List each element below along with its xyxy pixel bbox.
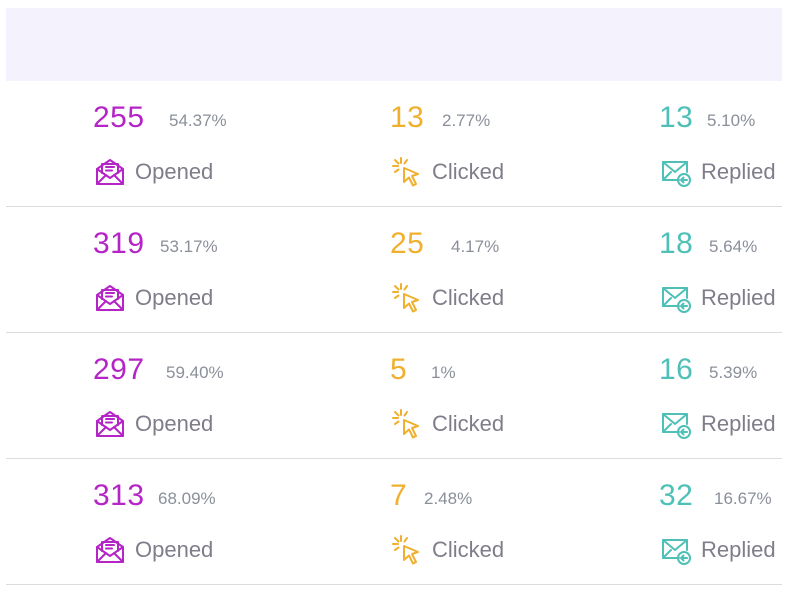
clicked-label: Clicked (432, 285, 505, 310)
replied-count: 32 (659, 479, 694, 512)
clicked-percent: 2.77% (442, 111, 491, 130)
replied-label: Replied (701, 411, 776, 436)
replied-count: 16 (659, 353, 694, 386)
opened-percent: 68.09% (158, 489, 216, 508)
cursor-click-icon (390, 155, 424, 189)
clicked-percent: 2.48% (424, 489, 473, 508)
envelope-reply-icon (659, 533, 693, 567)
campaign-stats-panel: 255 54.37% Opened 13 2.77% Clicked 13 5.… (6, 8, 782, 600)
opened-count: 319 (93, 227, 145, 260)
clicked-percent: 1% (431, 363, 456, 382)
opened-percent: 53.17% (160, 237, 218, 256)
clicked-label: Clicked (432, 159, 505, 184)
replied-label: Replied (701, 285, 776, 310)
clicked-count: 25 (390, 227, 425, 260)
opened-count: 297 (93, 353, 145, 386)
replied-label: Replied (701, 159, 776, 184)
envelope-reply-icon (659, 281, 693, 315)
replied-count: 13 (659, 101, 694, 134)
replied-percent: 5.39% (709, 363, 758, 382)
cursor-click-icon (390, 533, 424, 567)
opened-count: 313 (93, 479, 145, 512)
clicked-label: Clicked (432, 537, 505, 562)
envelope-open-icon (93, 533, 127, 567)
opened-label: Opened (135, 537, 214, 562)
clicked-count: 13 (390, 101, 425, 134)
envelope-open-icon (93, 407, 127, 441)
replied-percent: 16.67% (714, 489, 772, 508)
envelope-reply-icon (659, 155, 693, 189)
opened-count: 255 (93, 101, 145, 134)
opened-label: Opened (135, 285, 214, 310)
cursor-click-icon (390, 281, 424, 315)
cursor-click-icon (390, 407, 424, 441)
envelope-reply-icon (659, 407, 693, 441)
table-row[interactable]: 313 68.09% Opened 7 2.48% Clicked 32 16.… (6, 459, 782, 585)
replied-count: 18 (659, 227, 694, 260)
replied-percent: 5.64% (709, 237, 758, 256)
table-row[interactable]: 319 53.17% Opened 25 4.17% Clicked 18 5.… (6, 207, 782, 333)
replied-percent: 5.10% (707, 111, 756, 130)
clicked-count: 7 (390, 479, 408, 512)
replied-label: Replied (701, 537, 776, 562)
opened-label: Opened (135, 159, 214, 184)
clicked-percent: 4.17% (451, 237, 500, 256)
opened-percent: 54.37% (169, 111, 227, 130)
clicked-label: Clicked (432, 411, 505, 436)
envelope-open-icon (93, 155, 127, 189)
table-row[interactable]: 297 59.40% Opened 5 1% Clicked 16 5.39% (6, 333, 782, 459)
opened-label: Opened (135, 411, 214, 436)
table-header (6, 8, 782, 81)
opened-percent: 59.40% (166, 363, 224, 382)
table-row[interactable]: 255 54.37% Opened 13 2.77% Clicked 13 5.… (6, 81, 782, 207)
envelope-open-icon (93, 281, 127, 315)
clicked-count: 5 (390, 353, 408, 386)
